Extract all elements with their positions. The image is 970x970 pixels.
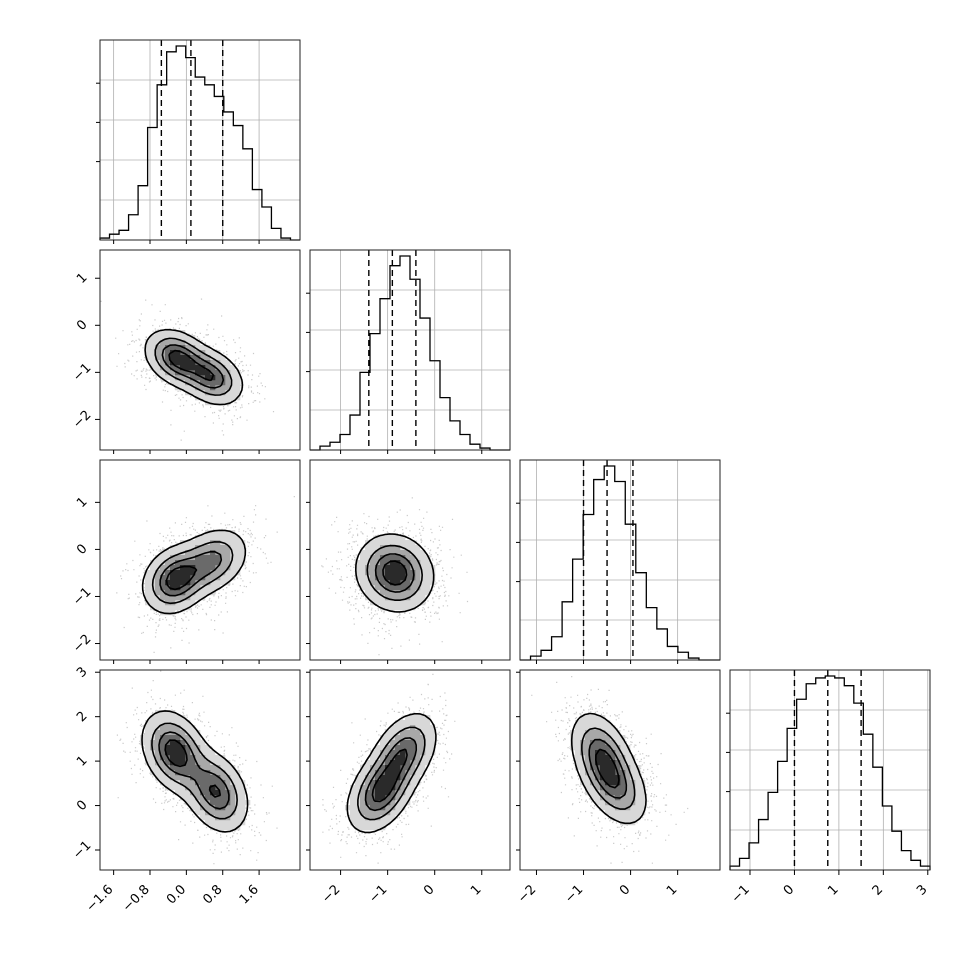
x-tick-label: 1 <box>664 882 680 898</box>
contour-line-3 <box>382 560 408 586</box>
joint-panel-1-0 <box>99 249 301 451</box>
y-tick-label: 1 <box>74 494 90 510</box>
y-tick-label: −1 <box>70 361 94 385</box>
panel-frame <box>729 669 931 871</box>
contour-line-2 <box>161 344 225 389</box>
contour-line-1 <box>366 544 423 602</box>
x-tick-label: −1 <box>562 882 586 906</box>
histogram-0 <box>99 45 300 241</box>
joint-panel-3-1 <box>309 669 511 871</box>
x-tick-label: 1.6 <box>237 882 262 907</box>
joint-content <box>116 496 295 653</box>
x-tick-label: 0 <box>781 882 797 898</box>
contour-line-0 <box>144 328 244 406</box>
density-fill-2 <box>360 725 426 821</box>
scatter-points <box>321 497 469 660</box>
contour-line-1 <box>154 337 233 396</box>
panel-frame <box>99 249 301 451</box>
x-tick-label: −2 <box>515 882 539 906</box>
joint-panel-2-1 <box>309 459 511 661</box>
histogram-3 <box>729 675 931 870</box>
x-tick-label: −1 <box>729 882 753 906</box>
joint-panel-3-2 <box>519 669 721 871</box>
x-tick-label: 2 <box>870 882 886 898</box>
contour-line-0 <box>141 710 249 833</box>
panel-frame <box>99 669 301 871</box>
contour-line-0 <box>346 712 437 834</box>
density-fill-3 <box>160 735 231 811</box>
joint-panel-3-0 <box>99 669 301 871</box>
y-tick-label: 0 <box>74 317 90 333</box>
contour-line-2 <box>588 738 628 799</box>
density-fill-1 <box>345 715 436 831</box>
histogram-panel-2 <box>516 459 721 661</box>
y-tick-label: 1 <box>74 753 90 769</box>
contour-line-1 <box>357 726 426 821</box>
contour-line-2 <box>159 551 223 597</box>
histogram-panel-0 <box>96 39 301 241</box>
density-fill-4 <box>385 560 406 586</box>
contour-line-3 <box>168 349 215 382</box>
density-fill-2 <box>150 725 236 821</box>
contour-line-1 <box>151 541 234 605</box>
panel-frame <box>99 39 301 241</box>
y-tick-label: −1 <box>70 585 94 609</box>
x-tick-label: 0.8 <box>200 882 225 907</box>
density-fill-3 <box>375 555 416 591</box>
panel-frame <box>99 459 301 661</box>
y-tick-label: 3 <box>74 664 90 680</box>
joint-content <box>321 497 469 660</box>
joint-content <box>116 670 278 865</box>
y-tick-label: 2 <box>74 709 90 725</box>
contour-line-2 <box>374 553 415 593</box>
y-tick-label: 0 <box>74 798 90 814</box>
histogram-panel-3 <box>726 669 931 871</box>
x-tick-label: −0.8 <box>120 882 153 915</box>
y-tick-label: −2 <box>70 632 94 656</box>
x-tick-label: 0 <box>421 882 437 898</box>
contour-line-2 <box>158 731 230 810</box>
density-fill-4 <box>165 740 221 796</box>
panel-frame <box>519 669 721 871</box>
y-tick-label: −2 <box>70 408 94 432</box>
contour-line-3 <box>165 565 198 591</box>
joint-content <box>100 298 275 441</box>
y-tick-label: 0 <box>74 542 90 558</box>
joint-content <box>322 673 456 864</box>
panel-frame <box>309 459 511 661</box>
x-tick-label: −2 <box>319 882 343 906</box>
x-tick-label: 3 <box>914 882 930 898</box>
joint-content <box>531 676 689 864</box>
contour-line-3 <box>164 739 221 798</box>
density-fill-3 <box>160 550 221 596</box>
density-fill-1 <box>145 530 246 616</box>
contour-line-0 <box>354 533 435 613</box>
x-tick-label: 0.0 <box>164 882 189 907</box>
contour-line-1 <box>581 727 636 810</box>
histogram-2 <box>520 465 720 661</box>
contour-line-3 <box>595 748 620 789</box>
contour-line-3 <box>371 748 408 803</box>
histogram-panel-1 <box>306 249 511 451</box>
contour-line-0 <box>570 712 647 825</box>
contour-line-2 <box>364 737 418 812</box>
panel-frame <box>309 249 511 451</box>
histogram-1 <box>310 255 510 451</box>
panel-frame <box>519 459 721 661</box>
y-tick-label: 1 <box>74 270 90 286</box>
x-tick-label: 1 <box>825 882 841 898</box>
x-tick-label: 1 <box>468 882 484 898</box>
contour-line-1 <box>151 722 238 820</box>
x-tick-label: 0 <box>617 882 633 898</box>
density-fill-4 <box>170 350 216 381</box>
density-fill-4 <box>375 750 406 801</box>
y-tick-label: −1 <box>70 838 94 862</box>
panel-frame <box>309 669 511 871</box>
x-tick-label: −1 <box>366 882 390 906</box>
joint-panel-2-0 <box>99 459 301 661</box>
contour-line-0 <box>141 529 247 615</box>
x-tick-label: −1.6 <box>84 882 117 915</box>
